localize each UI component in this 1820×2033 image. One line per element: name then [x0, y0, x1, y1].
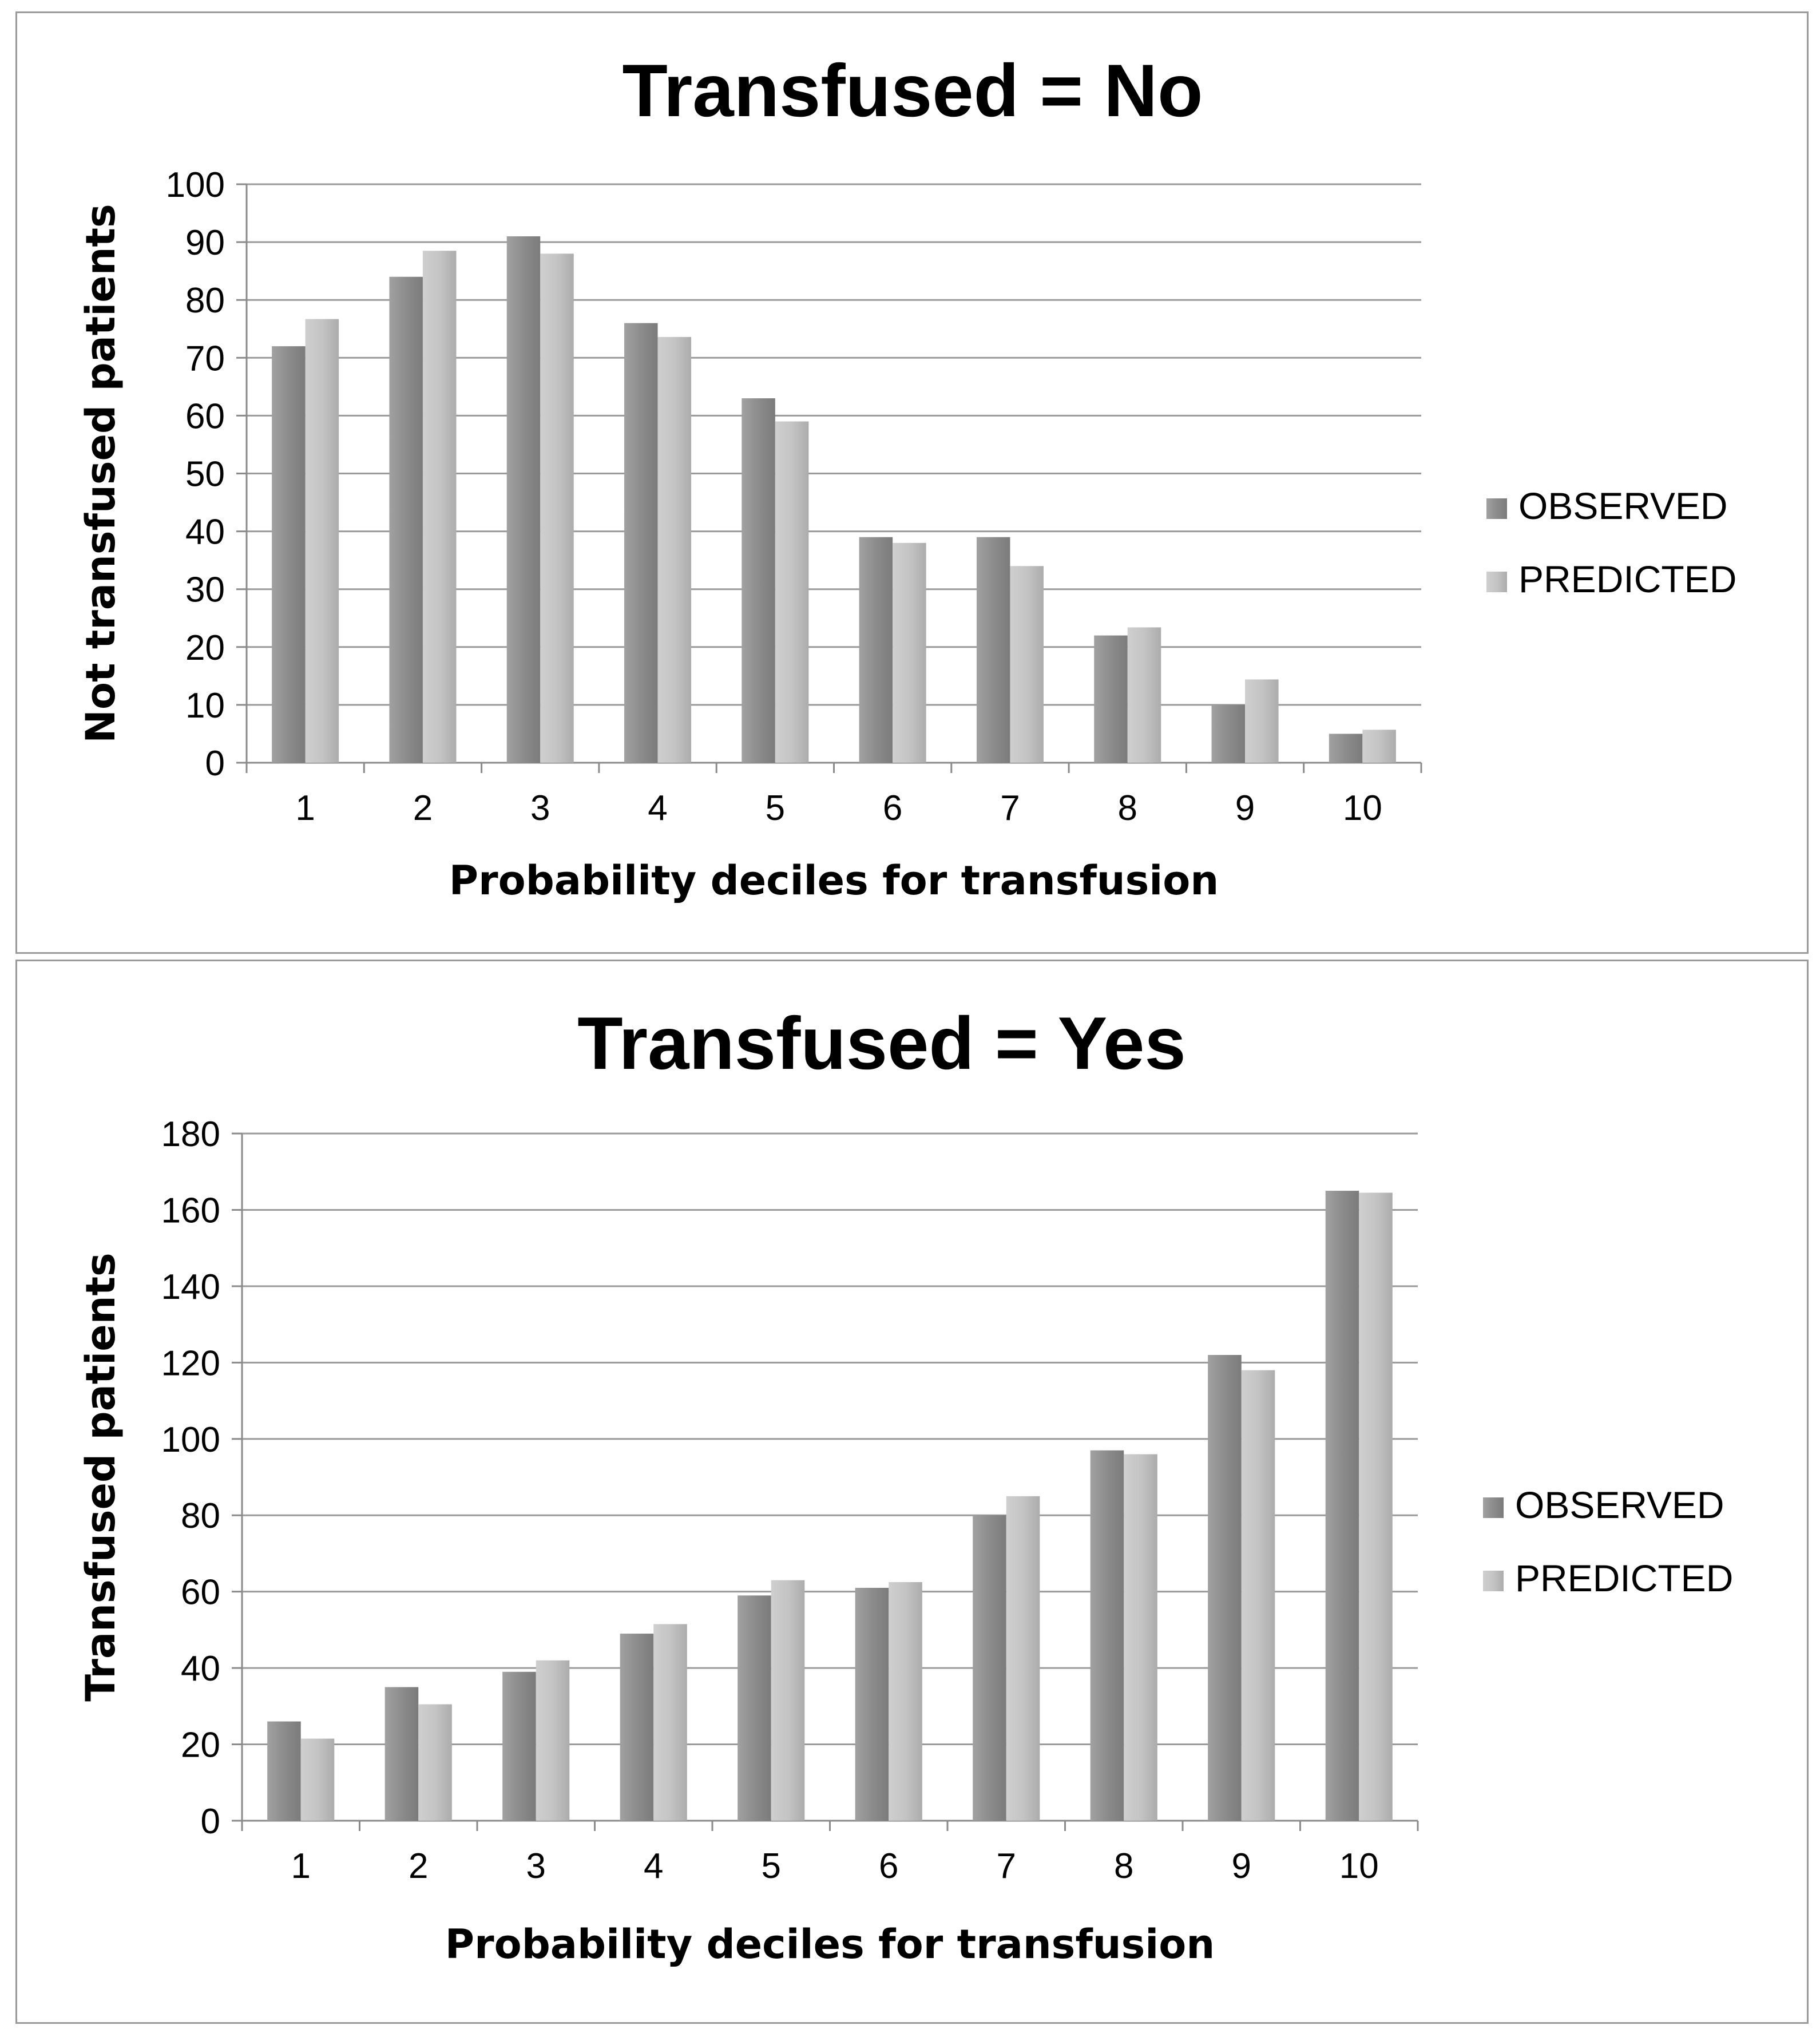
y-tick-label: 180: [161, 1115, 220, 1154]
bar-predicted-1: [300, 1738, 335, 1821]
legend-swatch-observed: [1486, 498, 1507, 519]
x-tick-label: 3: [526, 1846, 546, 1886]
bar-predicted-5: [771, 1580, 805, 1821]
bar-predicted-8: [1127, 627, 1161, 763]
x-tick-label: 8: [1118, 788, 1137, 828]
bar-observed-9: [1208, 1354, 1242, 1821]
bar-observed-2: [389, 276, 423, 763]
legend-swatch-observed: [1483, 1497, 1504, 1518]
bar-observed-9: [1211, 704, 1246, 763]
bar-predicted-5: [775, 421, 809, 763]
bar-observed-6: [859, 537, 893, 763]
x-tick-label: 10: [1339, 1846, 1379, 1886]
x-tick-label: 1: [295, 788, 315, 828]
y-tick-label: 20: [181, 1726, 220, 1765]
bar-observed-3: [506, 236, 541, 763]
bar-predicted-6: [893, 542, 926, 763]
bar-observed-7: [973, 1515, 1006, 1821]
y-tick-label: 40: [181, 1649, 220, 1689]
x-axis-title: Probability deciles for transfusion: [445, 1921, 1215, 1968]
bar-observed-1: [272, 346, 306, 763]
bar-predicted-3: [536, 1660, 570, 1821]
x-tick-label: 10: [1343, 788, 1382, 828]
y-tick-label: 50: [185, 455, 225, 494]
y-tick-label: 40: [185, 513, 225, 552]
legend-swatch-predicted: [1483, 1571, 1504, 1591]
x-tick-label: 9: [1235, 788, 1255, 828]
y-tick-label: 60: [181, 1573, 220, 1612]
y-tick-label: 100: [166, 165, 225, 205]
legend-label-predicted: PREDICTED: [1515, 1557, 1733, 1599]
chart-transfused-no: Transfused = No 0 10 20 30 40 50 60 70 80 90 100 1 2 3…: [77, 49, 1736, 904]
bar-observed-1: [267, 1721, 301, 1821]
y-tick-label: 70: [185, 339, 225, 378]
y-tick-label: 80: [181, 1496, 220, 1536]
bar-observed-8: [1090, 1450, 1124, 1821]
bar-predicted-2: [418, 1704, 452, 1821]
bar-predicted-9: [1241, 1370, 1275, 1821]
legend-label-observed: OBSERVED: [1518, 485, 1728, 527]
bar-observed-5: [737, 1595, 771, 1821]
x-tick-label: 8: [1114, 1846, 1133, 1886]
bar-predicted-10: [1362, 730, 1396, 763]
bar-predicted-7: [1006, 1496, 1040, 1821]
y-tick-label: 30: [185, 570, 225, 610]
y-axis-title: Transfused patients: [77, 1253, 124, 1701]
legend-swatch-predicted: [1486, 572, 1507, 592]
bar-predicted-9: [1245, 679, 1279, 763]
x-tick-label: 5: [762, 1846, 781, 1886]
y-tick-label: 0: [201, 1802, 220, 1841]
bar-observed-6: [855, 1587, 889, 1821]
legend-label-predicted: PREDICTED: [1518, 558, 1736, 600]
bar-predicted-8: [1124, 1454, 1157, 1821]
bar-observed-2: [384, 1687, 419, 1821]
y-axis-title: Not transfused patients: [77, 204, 124, 743]
y-tick-label: 10: [185, 686, 225, 726]
bar-observed-10: [1329, 734, 1363, 763]
bar-observed-10: [1325, 1191, 1359, 1821]
chart-transfused-yes: Transfused = Yes 0 20 40 60 80 100 120 140 160 180…: [77, 1001, 1733, 1968]
chart-panel-transfused-no: Transfused = No 0 10 20 30 40 50 60 70 80 90 100 1 2 3…: [15, 11, 1809, 954]
x-tick-label: 5: [766, 788, 785, 828]
bar-predicted-1: [305, 319, 339, 763]
bar-predicted-3: [540, 253, 574, 763]
chart-title: Transfused = Yes: [577, 1001, 1186, 1085]
x-tick-label: 2: [409, 1846, 428, 1886]
x-tick-label: 1: [291, 1846, 311, 1886]
bar-observed-7: [976, 537, 1010, 763]
y-tick-label: 100: [161, 1420, 220, 1460]
y-tick-label: 80: [185, 281, 225, 320]
x-tick-label: 3: [530, 788, 550, 828]
bar-observed-4: [620, 1634, 654, 1821]
bar-predicted-10: [1359, 1192, 1393, 1821]
bar-predicted-4: [657, 336, 692, 763]
x-tick-label: 6: [879, 1846, 898, 1886]
legend-label-observed: OBSERVED: [1515, 1484, 1724, 1526]
y-tick-label: 20: [185, 628, 225, 668]
y-tick-label: 160: [161, 1191, 220, 1230]
bar-predicted-7: [1010, 566, 1044, 763]
bar-observed-4: [624, 323, 658, 763]
bar-predicted-4: [653, 1624, 687, 1821]
y-tick-label: 120: [161, 1344, 220, 1383]
y-tick-label: 90: [185, 223, 225, 263]
y-tick-label: 0: [205, 744, 225, 783]
x-tick-label: 9: [1232, 1846, 1251, 1886]
x-tick-label: 2: [413, 788, 433, 828]
x-tick-label: 4: [644, 1846, 663, 1886]
bar-observed-3: [502, 1671, 536, 1821]
bar-predicted-6: [889, 1582, 922, 1821]
x-tick-label: 6: [883, 788, 902, 828]
bar-predicted-2: [422, 251, 457, 763]
y-tick-label: 60: [185, 397, 225, 436]
chart-panel-transfused-yes: Transfused = Yes 0 20 40 60 80 100 120 140 160 180…: [15, 960, 1809, 2024]
bar-observed-8: [1094, 635, 1128, 763]
x-tick-label: 7: [1000, 788, 1020, 828]
x-tick-label: 7: [997, 1846, 1016, 1886]
y-tick-label: 140: [161, 1267, 220, 1307]
x-axis-title: Probability deciles for transfusion: [449, 857, 1219, 904]
chart-title: Transfused = No: [622, 49, 1203, 132]
x-tick-label: 4: [648, 788, 667, 828]
bar-observed-5: [742, 398, 775, 763]
